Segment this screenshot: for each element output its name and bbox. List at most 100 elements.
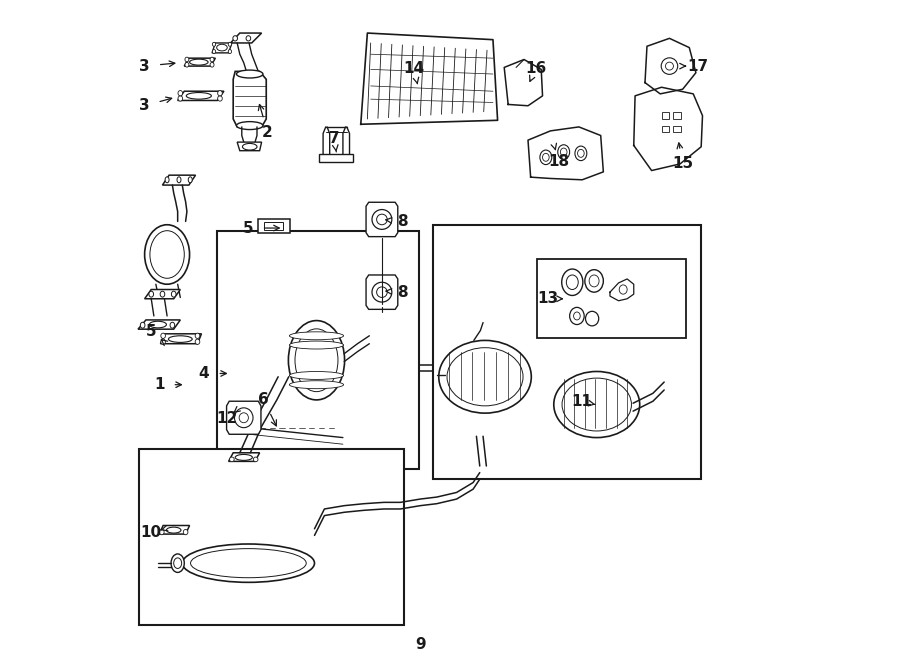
Ellipse shape (590, 275, 599, 287)
Ellipse shape (566, 275, 578, 290)
Polygon shape (212, 43, 232, 53)
Ellipse shape (177, 177, 181, 182)
Ellipse shape (210, 58, 214, 61)
Ellipse shape (161, 333, 166, 338)
Text: 3: 3 (140, 98, 150, 113)
Ellipse shape (161, 339, 166, 344)
Ellipse shape (145, 225, 190, 284)
Text: 5: 5 (146, 325, 157, 339)
Bar (434, 225, 701, 479)
Ellipse shape (239, 412, 248, 423)
Polygon shape (145, 290, 180, 299)
Ellipse shape (188, 177, 193, 182)
Ellipse shape (237, 122, 263, 130)
Text: 8: 8 (397, 214, 408, 229)
Ellipse shape (376, 214, 387, 225)
Ellipse shape (184, 529, 188, 535)
Polygon shape (645, 38, 696, 94)
Ellipse shape (148, 291, 154, 297)
Ellipse shape (290, 332, 344, 340)
Text: 2: 2 (262, 125, 273, 139)
Ellipse shape (665, 62, 673, 70)
Ellipse shape (166, 527, 181, 533)
Ellipse shape (159, 529, 164, 535)
Ellipse shape (217, 44, 227, 51)
Ellipse shape (447, 348, 523, 406)
Ellipse shape (184, 63, 189, 67)
Text: 14: 14 (403, 61, 424, 75)
Ellipse shape (290, 341, 344, 349)
Ellipse shape (372, 210, 392, 229)
Ellipse shape (562, 269, 583, 295)
Bar (140, 449, 404, 625)
Ellipse shape (237, 70, 263, 78)
Polygon shape (230, 33, 262, 43)
Bar (673, 112, 681, 119)
Ellipse shape (573, 312, 580, 320)
Polygon shape (159, 525, 190, 534)
Polygon shape (634, 87, 703, 171)
Text: 4: 4 (199, 366, 210, 381)
Bar (264, 222, 284, 230)
Ellipse shape (254, 457, 258, 461)
Ellipse shape (165, 177, 169, 182)
Ellipse shape (218, 91, 222, 96)
Ellipse shape (235, 408, 253, 428)
Text: 3: 3 (140, 59, 150, 73)
Polygon shape (528, 127, 603, 180)
Polygon shape (504, 59, 543, 106)
Text: 16: 16 (526, 61, 546, 75)
Ellipse shape (195, 339, 200, 344)
Ellipse shape (586, 311, 598, 326)
Ellipse shape (170, 323, 175, 328)
Ellipse shape (585, 270, 603, 292)
Ellipse shape (171, 291, 176, 297)
Bar (673, 126, 681, 132)
Ellipse shape (562, 378, 632, 431)
Polygon shape (160, 334, 202, 344)
Ellipse shape (160, 291, 165, 297)
Text: 10: 10 (140, 525, 162, 540)
Bar (217, 231, 418, 469)
Text: 8: 8 (397, 285, 408, 299)
Ellipse shape (171, 554, 184, 572)
Ellipse shape (190, 59, 208, 65)
Text: 13: 13 (537, 292, 558, 306)
Ellipse shape (290, 381, 344, 389)
Ellipse shape (543, 153, 549, 161)
Ellipse shape (195, 333, 200, 338)
Bar (258, 219, 290, 233)
Bar (320, 154, 354, 162)
Ellipse shape (575, 146, 587, 161)
Text: 1: 1 (154, 377, 165, 392)
Ellipse shape (290, 371, 344, 379)
Polygon shape (229, 453, 259, 461)
Polygon shape (366, 275, 398, 309)
Ellipse shape (295, 329, 338, 391)
Text: 5: 5 (243, 221, 254, 235)
Polygon shape (610, 279, 634, 301)
Ellipse shape (570, 307, 584, 325)
Ellipse shape (210, 63, 214, 67)
Polygon shape (138, 320, 180, 329)
Polygon shape (184, 58, 215, 66)
Ellipse shape (229, 50, 231, 54)
Polygon shape (361, 33, 498, 124)
Ellipse shape (246, 36, 251, 41)
Ellipse shape (561, 148, 567, 156)
Text: 17: 17 (688, 59, 708, 73)
Ellipse shape (149, 321, 166, 328)
Bar (662, 112, 670, 119)
Ellipse shape (191, 549, 306, 578)
Bar (537, 259, 686, 338)
Ellipse shape (372, 282, 392, 302)
Polygon shape (238, 142, 262, 151)
Text: 7: 7 (329, 132, 339, 146)
Polygon shape (177, 91, 224, 100)
Ellipse shape (230, 457, 234, 461)
Text: 11: 11 (572, 395, 593, 409)
Ellipse shape (178, 96, 183, 101)
Ellipse shape (183, 544, 314, 582)
Polygon shape (233, 71, 266, 127)
Text: 6: 6 (258, 393, 269, 407)
